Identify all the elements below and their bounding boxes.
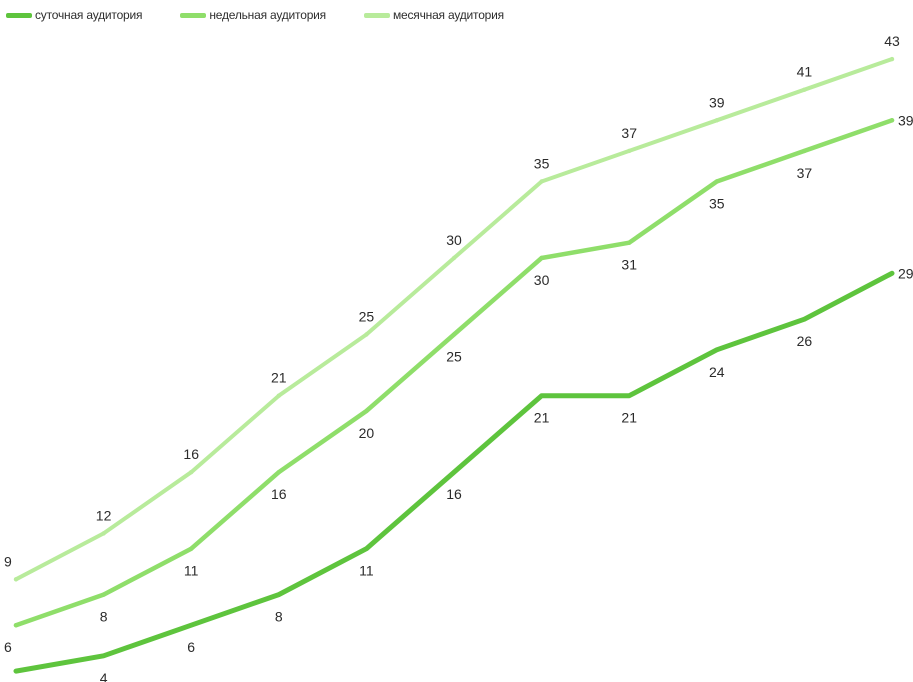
data-label: 11 xyxy=(359,563,374,579)
legend-label-monthly: месячная аудитория xyxy=(392,8,504,22)
data-label: 26 xyxy=(797,333,813,349)
data-point xyxy=(802,317,807,322)
data-point xyxy=(101,653,106,658)
data-label: 39 xyxy=(898,112,913,128)
data-label: 6 xyxy=(187,639,195,655)
data-label: 35 xyxy=(534,156,550,172)
data-point xyxy=(714,118,719,123)
data-label: 37 xyxy=(797,165,813,181)
data-label: 16 xyxy=(446,486,462,502)
data-label: 24 xyxy=(709,364,725,380)
data-label: 9 xyxy=(4,553,12,569)
data-point xyxy=(451,255,457,261)
data-label: 4 xyxy=(100,670,108,682)
data-label: 39 xyxy=(709,94,725,110)
data-point xyxy=(189,546,194,551)
data-point xyxy=(189,470,194,475)
data-point xyxy=(714,347,719,352)
data-label: 29 xyxy=(898,265,913,281)
data-label: 21 xyxy=(271,370,287,386)
data-point xyxy=(802,87,807,92)
data-label: 21 xyxy=(534,410,550,426)
data-point xyxy=(13,623,19,628)
data-point xyxy=(539,179,544,184)
data-label: 11 xyxy=(184,563,199,579)
data-point xyxy=(627,393,632,398)
legend-swatch-monthly xyxy=(363,12,390,18)
data-point xyxy=(364,332,369,337)
data-point xyxy=(189,623,194,628)
data-label: 16 xyxy=(271,486,287,502)
data-point xyxy=(364,408,369,414)
legend-item-daily: суточная аудитория xyxy=(6,8,143,22)
data-label: 25 xyxy=(359,309,375,325)
data-point xyxy=(451,332,457,337)
data-label: 31 xyxy=(621,257,637,273)
legend-swatch-daily xyxy=(6,12,32,18)
legend-item-monthly: месячная аудитория xyxy=(363,8,504,22)
series-line-1 xyxy=(13,118,895,628)
data-point xyxy=(101,592,106,597)
data-point xyxy=(889,118,895,123)
data-label: 20 xyxy=(359,425,375,441)
data-label: 43 xyxy=(884,33,900,49)
data-point xyxy=(364,546,369,551)
data-label: 16 xyxy=(183,446,199,462)
data-point xyxy=(276,592,281,597)
data-label: 35 xyxy=(709,196,725,212)
data-point xyxy=(802,148,807,154)
data-label: 37 xyxy=(621,125,637,141)
data-label: 6 xyxy=(4,639,12,655)
data-point xyxy=(889,271,895,276)
data-point xyxy=(101,531,106,536)
data-point xyxy=(13,577,19,582)
data-point xyxy=(539,393,544,398)
data-label: 12 xyxy=(96,507,112,523)
legend-label-daily: суточная аудитория xyxy=(35,8,143,22)
data-point xyxy=(627,240,632,245)
data-label: 25 xyxy=(446,349,462,365)
data-label: 30 xyxy=(534,272,550,288)
data-point xyxy=(889,56,895,62)
legend-swatch-weekly xyxy=(180,12,207,18)
data-point xyxy=(276,393,281,398)
data-label: 8 xyxy=(275,609,283,625)
data-point xyxy=(451,470,457,475)
legend-item-weekly: недельная аудитория xyxy=(180,8,326,22)
data-point xyxy=(714,179,719,184)
data-point xyxy=(276,470,281,475)
data-label: 41 xyxy=(797,64,813,80)
data-label: 8 xyxy=(100,609,108,625)
data-point xyxy=(13,668,19,674)
data-point xyxy=(539,255,544,261)
data-point xyxy=(627,148,632,154)
chart-legend: суточная аудитория недельная аудитория м… xyxy=(6,8,542,22)
legend-label-weekly: недельная аудитория xyxy=(209,8,326,22)
data-label: 21 xyxy=(621,410,637,426)
data-label: 30 xyxy=(446,232,462,248)
